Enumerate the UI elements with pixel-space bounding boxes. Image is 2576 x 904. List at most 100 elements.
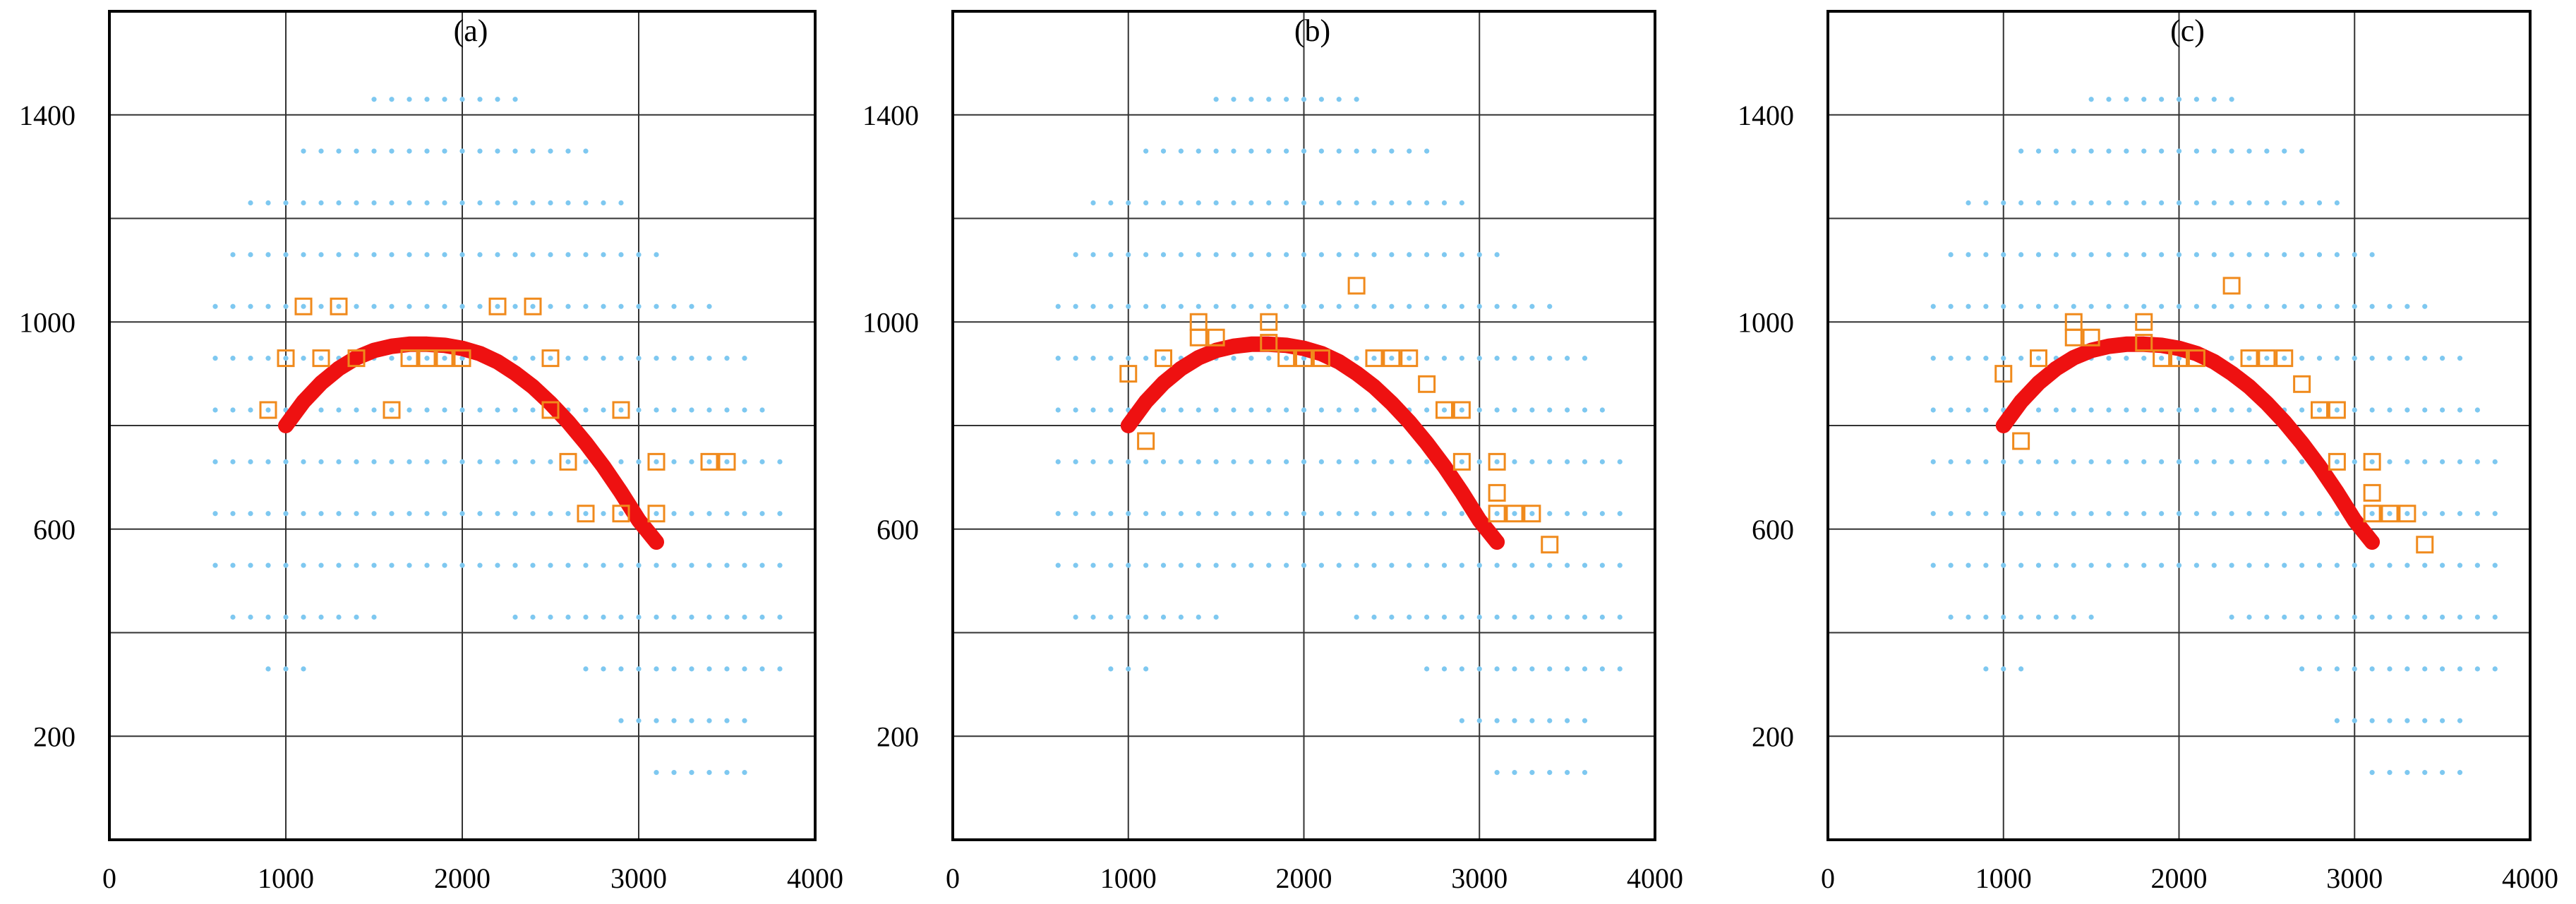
grid-point (1354, 252, 1359, 258)
grid-point (1441, 252, 1448, 258)
grid-point (1284, 356, 1289, 361)
grid-point (1231, 252, 1236, 258)
grid-point (2124, 148, 2129, 154)
grid-point (2001, 511, 2006, 517)
grid-point (1284, 407, 1289, 413)
grid-point (742, 666, 747, 672)
grid-point (1441, 562, 1448, 568)
grid-point (1459, 614, 1464, 620)
grid-point (336, 459, 342, 464)
grid-point (1196, 459, 1201, 464)
grid-point (371, 614, 377, 620)
grid-point (389, 356, 395, 361)
grid-point (1424, 303, 1430, 309)
grid-point (283, 356, 289, 361)
grid-point (2282, 511, 2287, 517)
sample-point (2381, 505, 2399, 523)
grid-point (2229, 252, 2234, 258)
grid-point (2387, 562, 2393, 568)
grid-point (2405, 718, 2410, 723)
grid-point (2405, 356, 2410, 361)
grid-point (2405, 562, 2410, 568)
grid-point (1213, 562, 1219, 568)
grid-point (389, 511, 395, 517)
grid-point (1407, 356, 1412, 361)
grid-point (2387, 459, 2393, 464)
grid-point (1318, 303, 1324, 309)
grid-point (212, 303, 218, 309)
grid-point (1231, 200, 1236, 206)
grid-point (601, 356, 606, 361)
grid-point (1178, 148, 1184, 154)
grid-point (2369, 770, 2375, 776)
grid-point (2387, 356, 2393, 361)
grid-point (636, 666, 642, 672)
grid-point (1389, 252, 1395, 258)
grid-point (1213, 200, 1219, 206)
grid-point (1248, 148, 1254, 154)
grid-point (2264, 356, 2270, 361)
grid-point (742, 614, 747, 620)
grid-point (1336, 459, 1342, 464)
grid-point (2106, 511, 2112, 517)
grid-point (2474, 614, 2480, 620)
grid-point (2264, 459, 2270, 464)
grid-point (1301, 303, 1307, 309)
grid-point (1983, 511, 1989, 517)
grid-point (2159, 97, 2165, 102)
grid-point (407, 562, 412, 568)
grid-point (2457, 511, 2463, 517)
sample-point (1260, 334, 1278, 352)
grid-point (1108, 511, 1114, 517)
grid-point (2299, 148, 2305, 154)
grid-point (1231, 303, 1236, 309)
grid-point (1494, 303, 1500, 309)
grid-point (1160, 252, 1167, 258)
grid-point (459, 148, 465, 154)
grid-point (724, 511, 730, 517)
grid-point (1617, 562, 1623, 568)
grid-point (2159, 200, 2165, 206)
grid-point (1459, 562, 1464, 568)
grid-point (706, 562, 712, 568)
grid-point (230, 252, 236, 258)
grid-point (1459, 407, 1464, 413)
grid-point (2422, 614, 2428, 620)
grid-point (1266, 200, 1272, 206)
grid-point (1055, 303, 1061, 309)
sample-point (2363, 452, 2381, 471)
grid-point (354, 200, 359, 206)
grid-point (459, 97, 465, 102)
grid-point (283, 252, 289, 258)
sample-point (2363, 505, 2381, 523)
grid-point (601, 666, 606, 672)
grid-point (1336, 97, 1342, 102)
grid-point (1476, 459, 1482, 464)
grid-point (2035, 511, 2042, 517)
grid-point (301, 562, 306, 568)
grid-point (565, 562, 571, 568)
grid-point (1983, 303, 1989, 309)
grid-point (2299, 252, 2305, 258)
grid-point (636, 407, 642, 413)
grid-point (424, 407, 430, 413)
grid-point (2176, 356, 2182, 361)
grid-point (2299, 562, 2305, 568)
grid-point (1196, 200, 1201, 206)
grid-point (2229, 97, 2234, 102)
grid-point (583, 459, 589, 464)
grid-point (2106, 459, 2112, 464)
grid-point (2334, 511, 2340, 517)
grid-point (1143, 148, 1149, 154)
grid-point (689, 666, 694, 672)
grid-point (724, 666, 730, 672)
grid-point (1301, 148, 1307, 154)
grid-point (2474, 407, 2480, 413)
grid-point (548, 252, 553, 258)
grid-point (1160, 511, 1167, 517)
grid-point (777, 666, 783, 672)
grid-point (2035, 562, 2042, 568)
grid-point (1529, 770, 1535, 776)
grid-point (1966, 562, 1971, 568)
y-tick-label: 200 (33, 721, 76, 752)
